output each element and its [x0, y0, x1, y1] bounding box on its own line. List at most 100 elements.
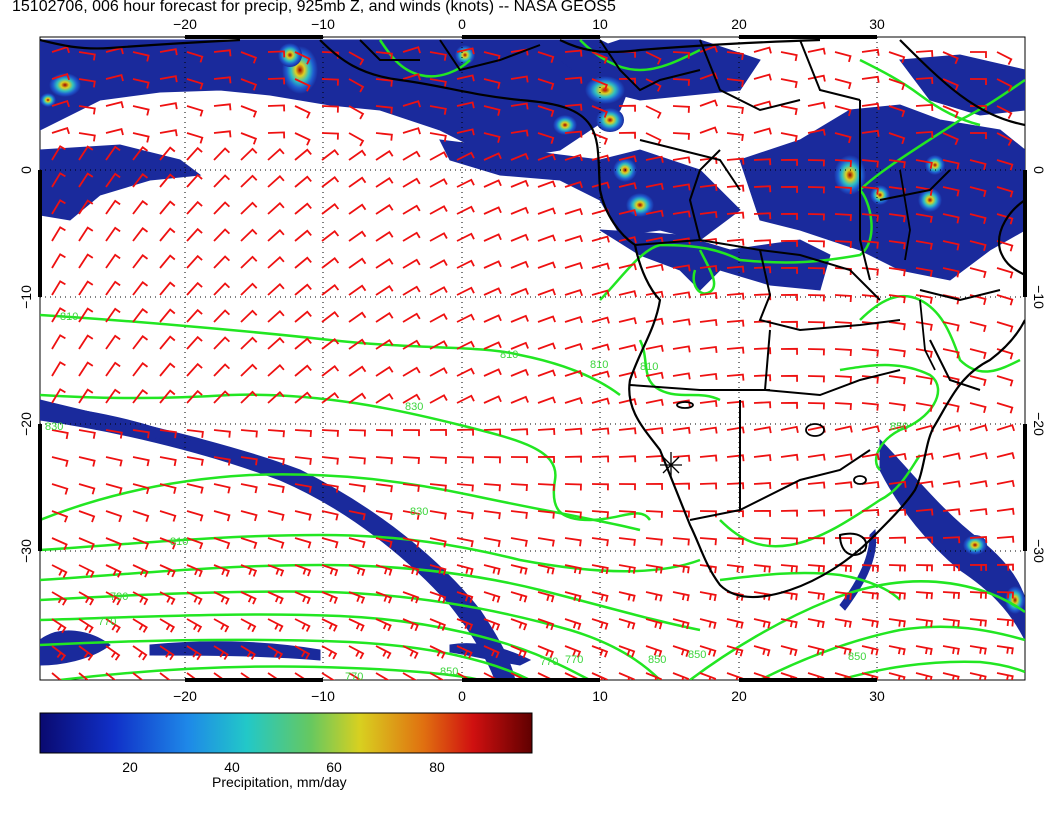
wind-barb	[942, 132, 959, 146]
wind-barb	[888, 618, 906, 628]
wind-barb	[375, 177, 394, 188]
wind-barb	[78, 105, 96, 115]
wind-barb	[159, 227, 176, 242]
wind-barb	[51, 618, 67, 634]
wind-barb	[240, 363, 258, 377]
wind-barb	[618, 77, 636, 85]
wind-barb	[267, 131, 286, 139]
wind-barb	[348, 429, 366, 437]
wind-barb	[672, 645, 690, 657]
wind-barb	[348, 537, 366, 549]
wind-barb	[996, 591, 1014, 599]
wind-barb	[375, 105, 393, 114]
wind-barb	[321, 338, 340, 350]
wind-barb	[429, 483, 447, 492]
wind-barb	[105, 253, 121, 269]
wind-barb	[78, 132, 96, 142]
wind-barb	[672, 618, 690, 630]
wind-barb	[402, 510, 420, 520]
wind-barb	[996, 159, 1014, 171]
wind-barb	[78, 591, 95, 606]
wind-barb	[969, 452, 988, 460]
wind-barb	[240, 147, 258, 161]
wind-barb	[213, 130, 232, 138]
wind-barb	[564, 76, 583, 84]
wind-barb	[294, 364, 312, 377]
wind-barb	[564, 153, 583, 162]
wind-barb	[213, 510, 231, 522]
contour-label: 810	[590, 359, 608, 371]
wind-barb	[618, 591, 636, 602]
wind-barb	[321, 456, 339, 465]
wind-barb	[51, 72, 70, 81]
wind-barb	[726, 51, 744, 61]
wind-barb	[861, 509, 880, 516]
wind-barb	[591, 105, 608, 118]
wind-barb	[807, 294, 825, 302]
wind-barb	[510, 75, 529, 83]
lat-tick-label: −20	[18, 412, 34, 436]
wind-barb	[105, 537, 122, 550]
wind-barb	[510, 368, 529, 377]
wind-barb	[942, 348, 960, 359]
wind-barb	[942, 672, 960, 680]
wind-barb	[645, 482, 663, 490]
wind-barb	[402, 285, 421, 296]
wind-barb	[429, 151, 448, 161]
wind-barb	[483, 287, 502, 296]
wind-barb	[699, 372, 718, 381]
wind-barb	[537, 207, 556, 215]
wind-barb	[672, 454, 691, 462]
wind-barb	[699, 264, 718, 273]
wind-barb	[969, 240, 987, 252]
wind-barb	[456, 456, 474, 464]
wind-barb	[672, 591, 690, 602]
wind-barb	[159, 483, 177, 494]
wind-barb	[780, 564, 798, 573]
wind-barb	[402, 483, 420, 492]
wind-barb	[564, 483, 582, 491]
wind-barb	[240, 483, 258, 494]
wind-barb	[402, 46, 421, 54]
wind-barb	[834, 78, 852, 90]
wind-barb	[51, 361, 66, 377]
wind-barb	[753, 127, 772, 135]
wind-barb	[861, 159, 879, 168]
wind-barb	[645, 51, 662, 65]
wind-barb	[375, 258, 394, 269]
wind-barb	[564, 315, 583, 324]
wind-barb	[834, 375, 852, 384]
wind-barb	[753, 374, 772, 382]
wind-barb	[267, 50, 286, 58]
wind-barb	[159, 102, 178, 110]
wind-barb	[483, 483, 501, 492]
wind-barb	[510, 456, 528, 464]
wind-barb	[537, 564, 555, 575]
wind-barb	[996, 294, 1014, 306]
wind-barb	[429, 456, 447, 464]
wind-barb	[591, 235, 610, 243]
wind-barb	[672, 426, 691, 434]
wind-barb	[159, 537, 177, 550]
wind-barb	[321, 176, 340, 188]
wind-barb	[267, 283, 285, 296]
wind-barb	[483, 179, 502, 188]
wind-barb	[429, 78, 447, 88]
wind-barb	[510, 483, 528, 492]
wind-barb	[915, 240, 933, 250]
wind-barb	[537, 618, 555, 631]
wind-barb	[537, 132, 555, 144]
wind-barb	[267, 104, 286, 112]
wind-barb	[240, 201, 258, 215]
wind-barb	[78, 78, 96, 88]
wind-barb	[375, 132, 393, 141]
wind-barb	[915, 536, 934, 544]
wind-barb	[753, 185, 772, 193]
wind-barb	[429, 205, 448, 215]
wind-barb	[159, 200, 176, 215]
wind-barb	[834, 591, 852, 600]
wind-barb	[51, 429, 69, 440]
wind-barb	[780, 401, 798, 409]
wind-barb	[321, 672, 335, 680]
contour-label: 810	[60, 311, 78, 323]
